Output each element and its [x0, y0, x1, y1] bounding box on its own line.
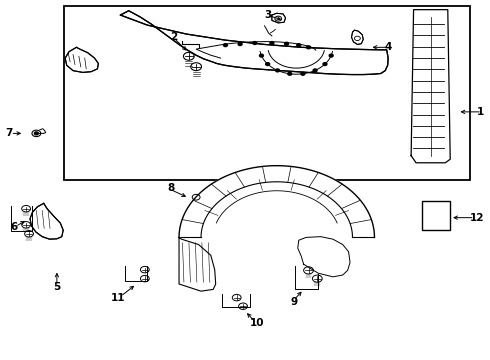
Circle shape — [297, 44, 301, 46]
Text: 12: 12 — [470, 213, 484, 222]
Circle shape — [34, 132, 38, 135]
Polygon shape — [179, 166, 374, 237]
Circle shape — [313, 69, 317, 72]
Circle shape — [253, 41, 257, 44]
Text: 8: 8 — [167, 183, 174, 193]
Polygon shape — [272, 13, 286, 23]
Circle shape — [307, 46, 311, 49]
Polygon shape — [121, 11, 388, 75]
Text: 1: 1 — [477, 107, 484, 117]
Circle shape — [260, 54, 264, 57]
Text: 7: 7 — [5, 129, 13, 138]
Polygon shape — [179, 237, 216, 291]
Text: 3: 3 — [265, 10, 272, 20]
Bar — [64, 6, 470, 180]
Text: 11: 11 — [111, 293, 125, 303]
Circle shape — [288, 72, 292, 75]
Circle shape — [301, 72, 305, 75]
Polygon shape — [298, 237, 350, 277]
Text: 2: 2 — [171, 32, 178, 42]
Circle shape — [275, 69, 279, 72]
Circle shape — [223, 44, 227, 46]
Circle shape — [323, 63, 327, 66]
Circle shape — [285, 42, 289, 45]
Polygon shape — [351, 30, 363, 44]
Text: 9: 9 — [290, 297, 297, 307]
Polygon shape — [411, 10, 450, 163]
Polygon shape — [65, 47, 98, 72]
Polygon shape — [30, 203, 63, 239]
Text: 6: 6 — [10, 222, 18, 231]
Circle shape — [270, 41, 274, 44]
Text: 10: 10 — [250, 318, 265, 328]
Circle shape — [266, 63, 270, 66]
Circle shape — [238, 42, 242, 45]
Bar — [422, 201, 450, 230]
Circle shape — [329, 54, 333, 57]
Text: 4: 4 — [384, 42, 392, 52]
Text: 5: 5 — [53, 282, 60, 292]
